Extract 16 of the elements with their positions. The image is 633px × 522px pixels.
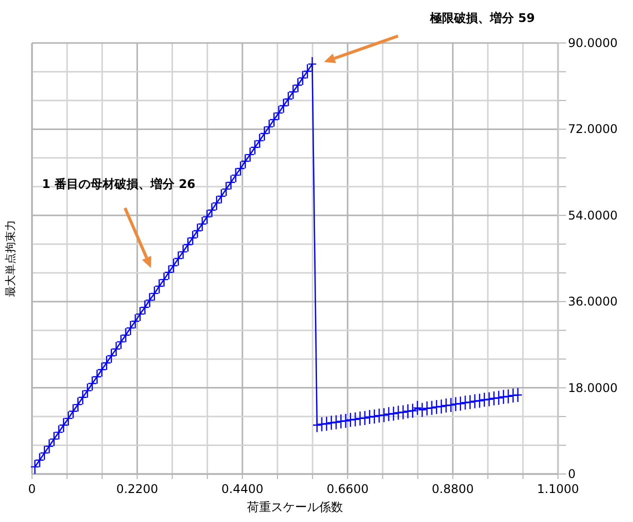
y-tick-label: 54.0000 <box>568 208 618 222</box>
x-tick-label: 0.6600 <box>326 482 369 496</box>
y-tick-label: 0 <box>568 467 576 481</box>
x-tick-label: 0.8800 <box>432 482 474 496</box>
annotation: 1 番目の母材破損、増分 26 <box>42 177 196 191</box>
x-tick-label: 1.1000 <box>537 482 579 496</box>
x-tick-label: 0 <box>28 482 36 496</box>
x-tick-label: 0.4400 <box>221 482 264 496</box>
y-axis-title: 最大単点拘束力 <box>4 220 17 297</box>
x-axis-title: 荷重スケール係数 <box>247 500 343 514</box>
x-tick-label: 0.2200 <box>116 482 158 496</box>
y-tick-label: 72.0000 <box>568 122 618 136</box>
y-tick-label: 18.0000 <box>568 380 618 395</box>
y-tick-label: 36.0000 <box>568 294 618 309</box>
text: 極限破損、増分 59 <box>429 11 535 25</box>
y-tick-label: 90.0000 <box>568 36 618 50</box>
